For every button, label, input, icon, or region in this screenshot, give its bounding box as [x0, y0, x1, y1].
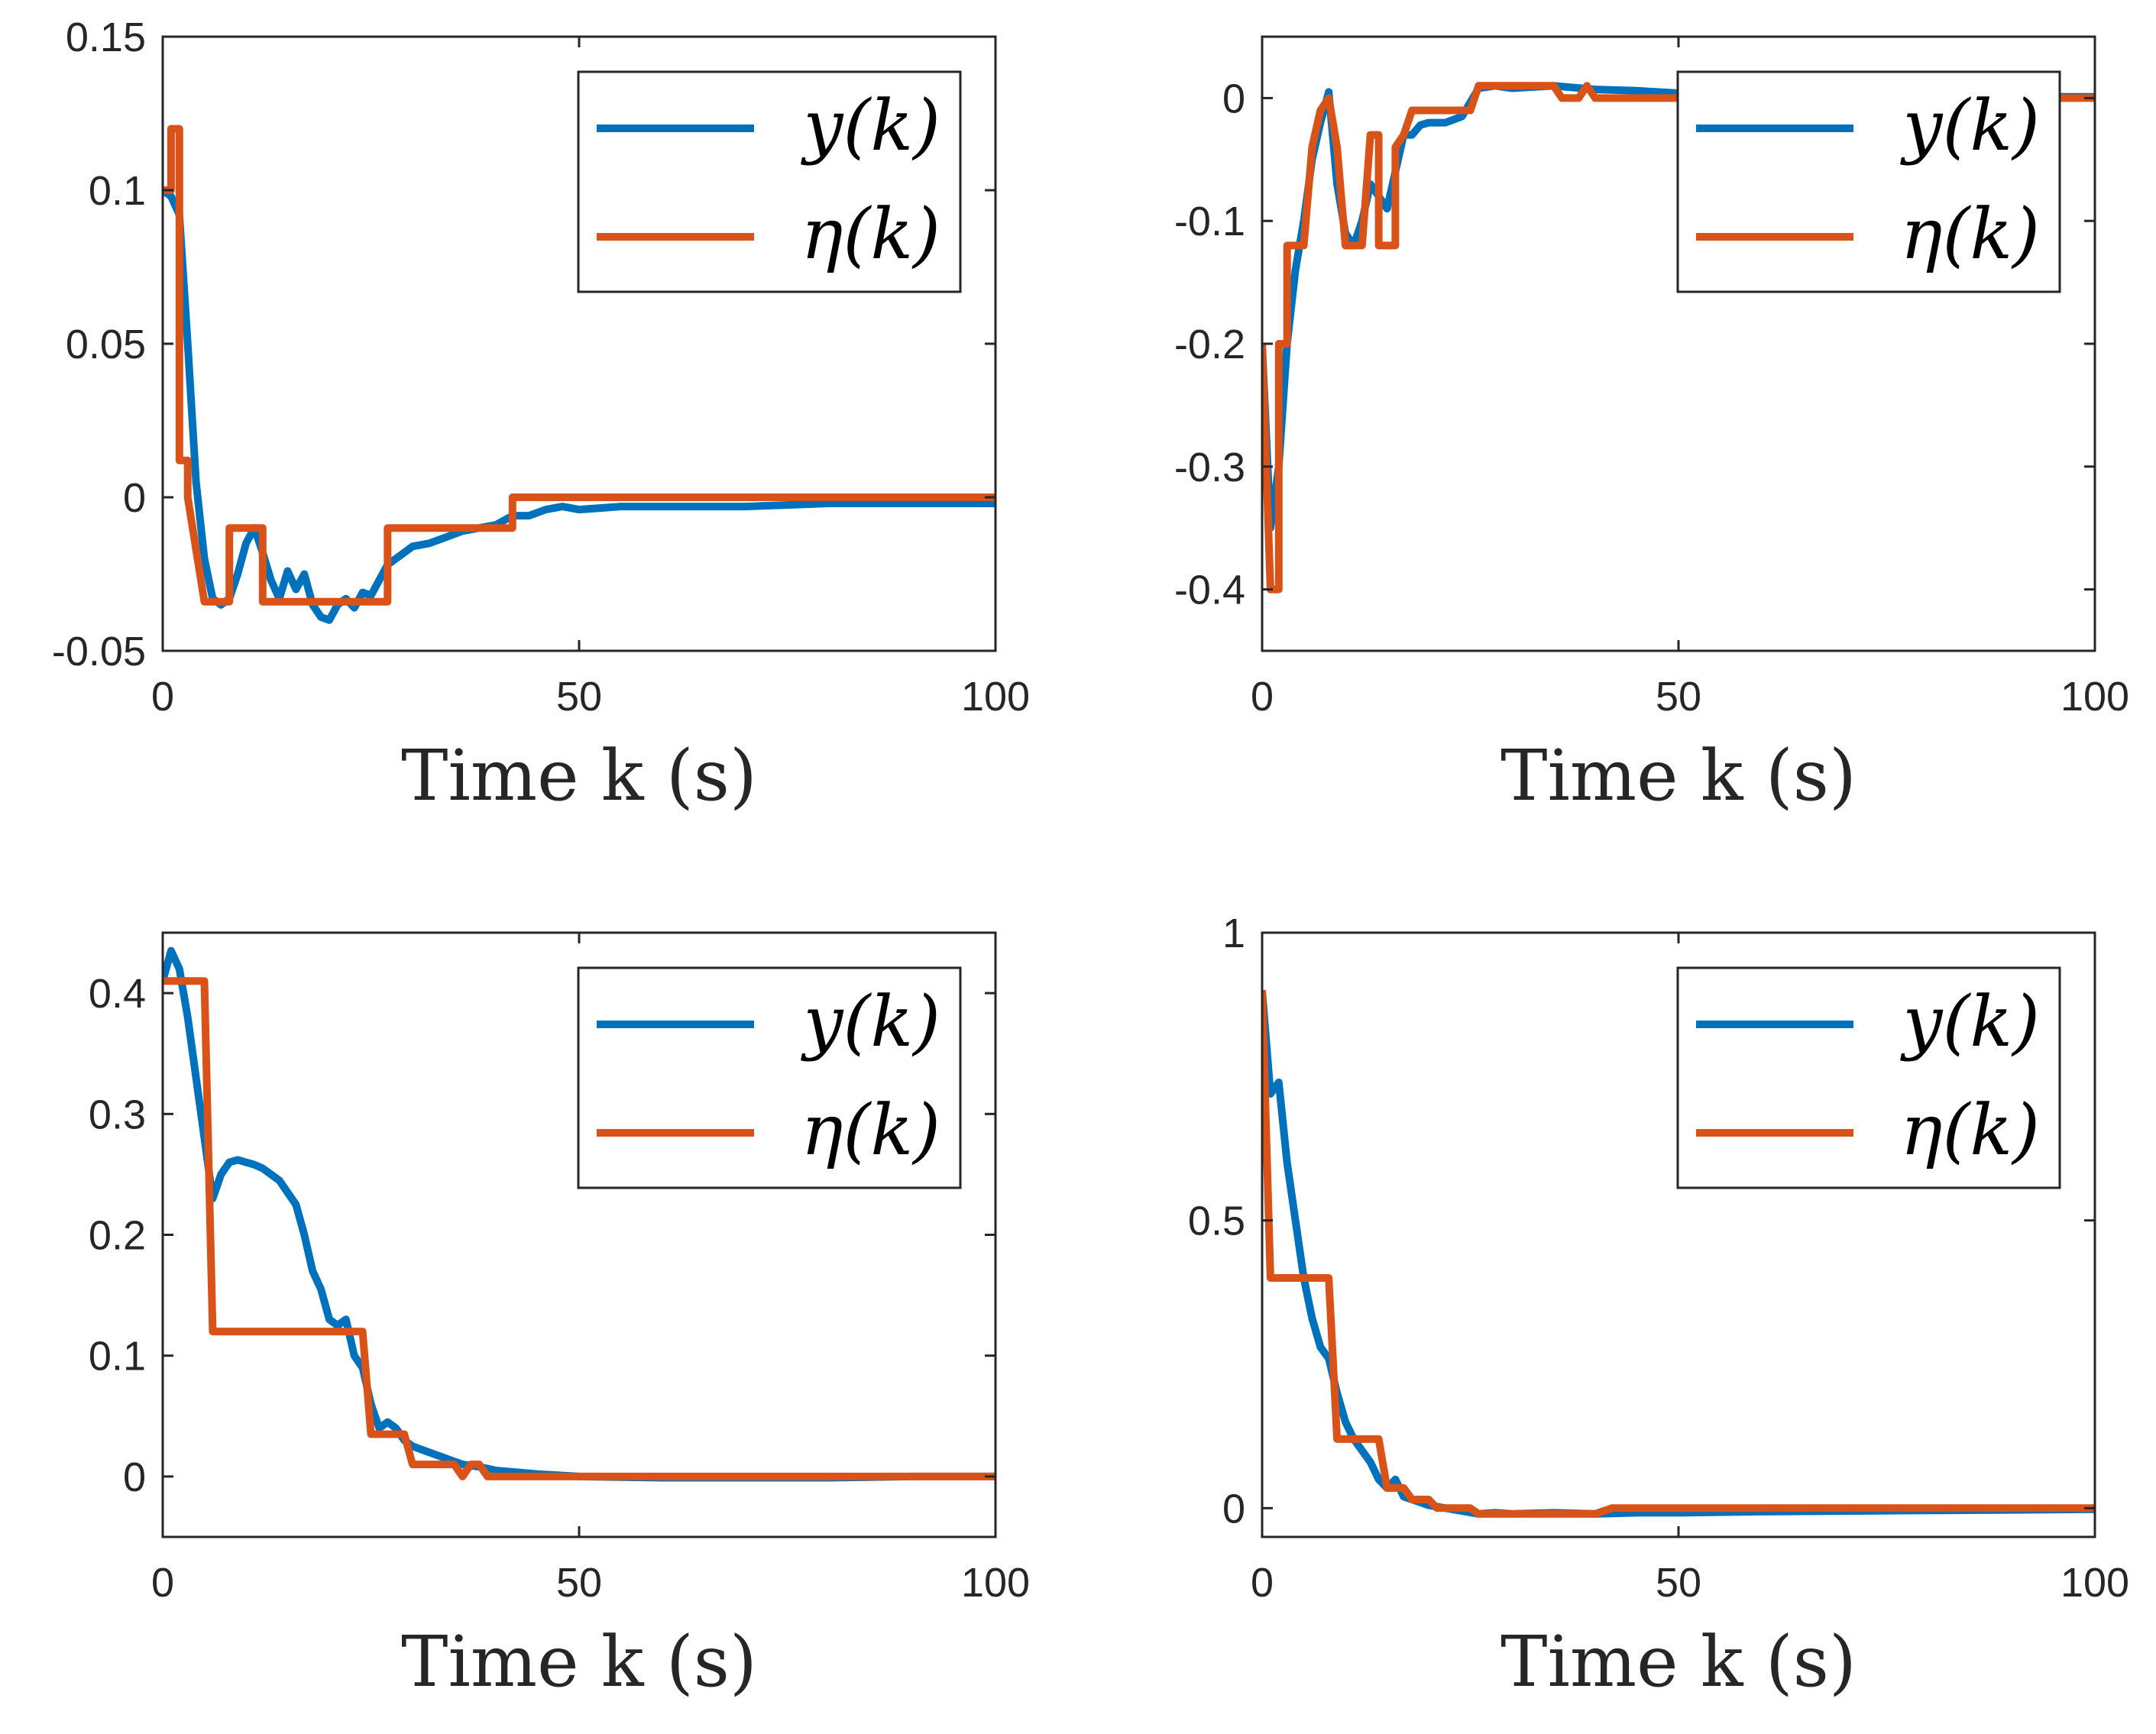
x-tick-label: 50: [556, 674, 602, 720]
y-tick-label: 1: [1222, 911, 1245, 956]
series-eta-line: [163, 125, 995, 606]
legend-label: y(k): [800, 85, 940, 167]
x-axis-label: Time k (s): [401, 735, 757, 817]
x-axis-label: Time k (s): [1500, 1621, 1857, 1703]
legend-label: η(k): [1900, 193, 2040, 275]
y-tick-label: 0: [1222, 1486, 1245, 1532]
y-tick-label: 0.2: [89, 1213, 146, 1259]
series-eta-line: [163, 977, 995, 1480]
legend-label: y(k): [800, 981, 940, 1063]
x-tick-label: 0: [1251, 674, 1274, 720]
legend-box: [1676, 966, 2061, 1189]
chart-panel-4: 0 50 100 0 0.5 1 Time k (s) y(k) η(k): [1188, 911, 2129, 1703]
y-tick-label: -0.1: [1174, 199, 1245, 244]
x-tick-label: 0: [151, 674, 174, 720]
legend-label: y(k): [1899, 981, 2040, 1063]
legend: y(k) η(k): [577, 966, 962, 1189]
y-tick-label: 0.4: [89, 971, 146, 1017]
x-tick-label: 100: [2061, 1560, 2129, 1606]
chart-panel-2: 0 50 100 -0.4 -0.3 -0.2 -0.1 0 Time k (s) y(k) η(k…: [1174, 35, 2129, 817]
y-tick-label: -0.4: [1174, 568, 1245, 613]
y-tick-label: 0: [123, 1454, 146, 1500]
legend: y(k) η(k): [1676, 966, 2061, 1189]
x-tick-label: 50: [1656, 1560, 1701, 1606]
x-tick-label: 100: [2061, 674, 2129, 720]
legend: y(k) η(k): [577, 70, 962, 293]
y-tick-label: -0.2: [1174, 322, 1245, 367]
y-tick-label: 0: [123, 475, 146, 521]
x-axis-label: Time k (s): [401, 1621, 757, 1703]
x-tick-label: 100: [961, 674, 1030, 720]
y-tick-label: 0.15: [66, 15, 146, 60]
x-axis-label: Time k (s): [1500, 735, 1857, 817]
series-eta-line: [1262, 82, 2095, 594]
x-tick-label: 50: [556, 1560, 602, 1606]
series-eta-line: [1262, 990, 2095, 1518]
y-tick-label: 0.1: [89, 168, 146, 214]
chart-panel-3: 0 50 100 0 0.1 0.2 0.3 0.4 Time k (s) y(k) η(k): [89, 931, 1030, 1703]
y-tick-label: 0.5: [1188, 1199, 1245, 1244]
legend: y(k) η(k): [1676, 70, 2061, 293]
series-y-line: [163, 946, 995, 1482]
legend-label: y(k): [1899, 85, 2040, 167]
x-tick-label: 50: [1656, 674, 1701, 720]
x-tick-label: 0: [151, 1560, 174, 1606]
y-tick-label: 0: [1222, 76, 1245, 121]
series-y-line: [1262, 989, 2095, 1518]
legend-box: [577, 966, 962, 1189]
y-tick-label: -0.3: [1174, 445, 1245, 490]
x-tick-label: 0: [1251, 1560, 1274, 1606]
y-tick-label: 0.3: [89, 1092, 146, 1137]
legend-label: η(k): [801, 193, 940, 275]
legend-label: η(k): [801, 1089, 940, 1171]
y-tick-label: 0.1: [89, 1334, 146, 1380]
x-tick-label: 100: [961, 1560, 1030, 1606]
legend-box: [577, 70, 962, 293]
legend-box: [1676, 70, 2061, 293]
y-tick-label: -0.05: [52, 629, 146, 675]
y-tick-label: 0.05: [66, 322, 146, 367]
legend-label: η(k): [1900, 1089, 2040, 1171]
